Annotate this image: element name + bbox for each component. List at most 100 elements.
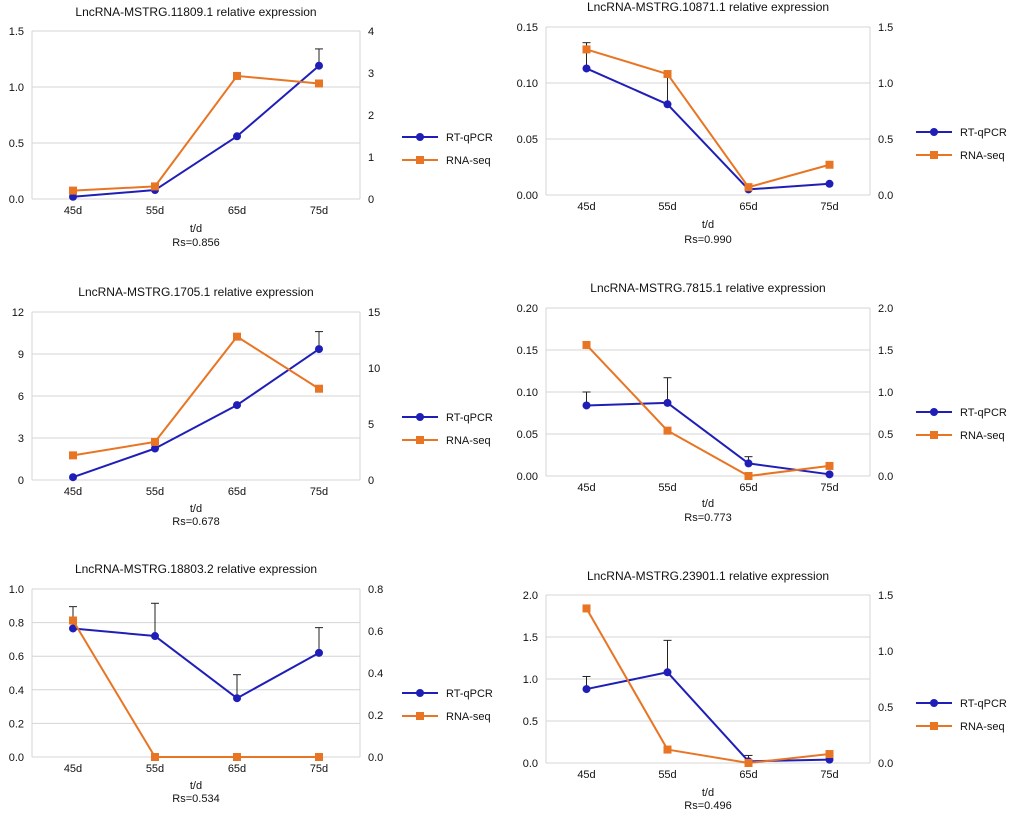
data-point	[69, 192, 77, 201]
right-axis-tick-label: 0.5	[878, 134, 893, 146]
series-line-segment	[72, 619, 156, 758]
legend-marker	[930, 722, 938, 730]
legend-item: RNA-seq	[402, 711, 491, 723]
data-point	[69, 473, 77, 482]
x-axis-tick-label: 45d	[64, 486, 82, 498]
legend-label: RT-qPCR	[960, 698, 1007, 710]
x-axis-tick-label: 75d	[820, 769, 838, 781]
correlation-label: Rs=0.773	[684, 512, 731, 524]
chart-panel-6: LncRNA-MSTRG.23901.1 relative expression…	[523, 569, 1007, 812]
series-line-segment	[72, 627, 156, 638]
chart-title: LncRNA-MSTRG.23901.1 relative expression	[587, 569, 829, 583]
right-axis-tick-label: 5	[368, 419, 374, 431]
series-line-segment	[236, 348, 320, 406]
right-axis-tick-label: 0.0	[368, 752, 383, 764]
series-rt-qpcr	[582, 377, 834, 479]
legend-item: RNA-seq	[916, 721, 1005, 733]
data-point	[582, 64, 591, 73]
correlation-label: Rs=0.856	[172, 237, 219, 249]
right-axis-tick-label: 3	[368, 68, 374, 80]
right-axis-tick-label: 0	[368, 475, 374, 487]
series-line-segment	[72, 447, 156, 479]
data-point	[663, 426, 672, 435]
series-line-segment	[154, 404, 238, 450]
data-point	[233, 332, 241, 341]
right-axis-tick-label: 1.5	[878, 590, 893, 602]
left-axis-tick-label: 2.0	[523, 590, 538, 602]
chart-panel-4: LncRNA-MSTRG.7815.1 relative expression 0…	[517, 281, 1007, 524]
data-point	[825, 461, 834, 470]
series-line-segment	[666, 402, 750, 465]
left-axis-tick-label: 0.4	[9, 685, 24, 697]
series-line-segment	[748, 462, 830, 476]
data-point	[663, 668, 672, 677]
series-line-segment	[585, 344, 669, 432]
data-point	[69, 616, 77, 625]
left-axis-tick-label: 1.0	[9, 82, 24, 94]
left-axis-tick-label: 0.0	[523, 758, 538, 770]
data-point	[825, 750, 834, 759]
x-axis-tick-label: 45d	[64, 763, 82, 775]
chart-title: LncRNA-MSTRG.7815.1 relative expression	[590, 281, 825, 295]
data-point	[663, 398, 672, 407]
left-axis-tick-label: 0.00	[517, 190, 538, 202]
left-axis-tick-label: 0.05	[517, 134, 538, 146]
series-line-segment	[72, 185, 156, 192]
series-line-segment	[72, 189, 156, 198]
right-axis-tick-label: 4	[368, 26, 374, 38]
x-axis-tick-label: 45d	[577, 769, 595, 781]
legend-item: RNA-seq	[402, 155, 491, 167]
data-point	[315, 648, 323, 657]
right-axis-tick-label: 0	[368, 194, 374, 206]
data-point	[744, 472, 753, 480]
left-axis-tick-label: 0.8	[9, 618, 24, 630]
series-rna-seq	[582, 340, 834, 480]
series-line-segment	[748, 182, 830, 191]
data-point	[582, 685, 591, 694]
right-axis-tick-label: 1.5	[878, 345, 893, 357]
x-axis-tick-label: 75d	[820, 482, 838, 494]
x-axis-tick-label: 45d	[64, 205, 82, 217]
x-axis-tick-label: 55d	[658, 482, 676, 494]
x-axis-tick-label: 65d	[228, 205, 246, 217]
chart-title: LncRNA-MSTRG.10871.1 relative expression	[587, 0, 829, 14]
left-axis-tick-label: 1.5	[523, 632, 538, 644]
x-axis-label: t/d	[702, 498, 714, 510]
series-rt-qpcr	[69, 48, 323, 201]
legend-marker	[930, 128, 938, 136]
chart-title: LncRNA-MSTRG.18803.2 relative expression	[75, 562, 317, 576]
data-point	[315, 384, 323, 393]
right-axis-tick-label: 1	[368, 152, 374, 164]
legend-label: RNA-seq	[960, 430, 1005, 442]
legend-marker	[930, 431, 938, 439]
legend-label: RT-qPCR	[960, 407, 1007, 419]
right-axis-tick-label: 0.0	[878, 190, 893, 202]
series-line-segment	[748, 753, 830, 764]
data-point	[69, 451, 77, 460]
data-point	[315, 753, 323, 761]
x-axis-label: t/d	[702, 219, 714, 231]
left-axis-tick-label: 0.10	[517, 78, 538, 90]
series-line-segment	[667, 429, 749, 477]
left-axis-tick-label: 0.15	[517, 345, 538, 357]
left-axis-tick-label: 1.5	[9, 26, 24, 38]
series-line-segment	[72, 440, 156, 457]
legend-marker	[930, 151, 938, 159]
x-axis-tick-label: 55d	[146, 486, 164, 498]
series-line-segment	[154, 635, 238, 699]
right-axis-tick-label: 0.8	[368, 584, 383, 596]
series-line-segment	[666, 103, 750, 191]
left-axis-tick-label: 0.05	[517, 429, 538, 441]
left-axis-tick-label: 0.2	[9, 718, 24, 730]
data-point	[151, 437, 159, 446]
data-point	[582, 45, 591, 54]
data-point	[825, 470, 834, 479]
right-axis-tick-label: 0.5	[878, 429, 893, 441]
legend-item: RNA-seq	[402, 435, 491, 447]
left-axis-tick-label: 0.15	[517, 22, 538, 34]
series-line-segment	[154, 135, 238, 191]
left-axis-tick-label: 12	[12, 307, 24, 319]
correlation-label: Rs=0.990	[684, 234, 731, 246]
legend-marker	[930, 699, 938, 707]
